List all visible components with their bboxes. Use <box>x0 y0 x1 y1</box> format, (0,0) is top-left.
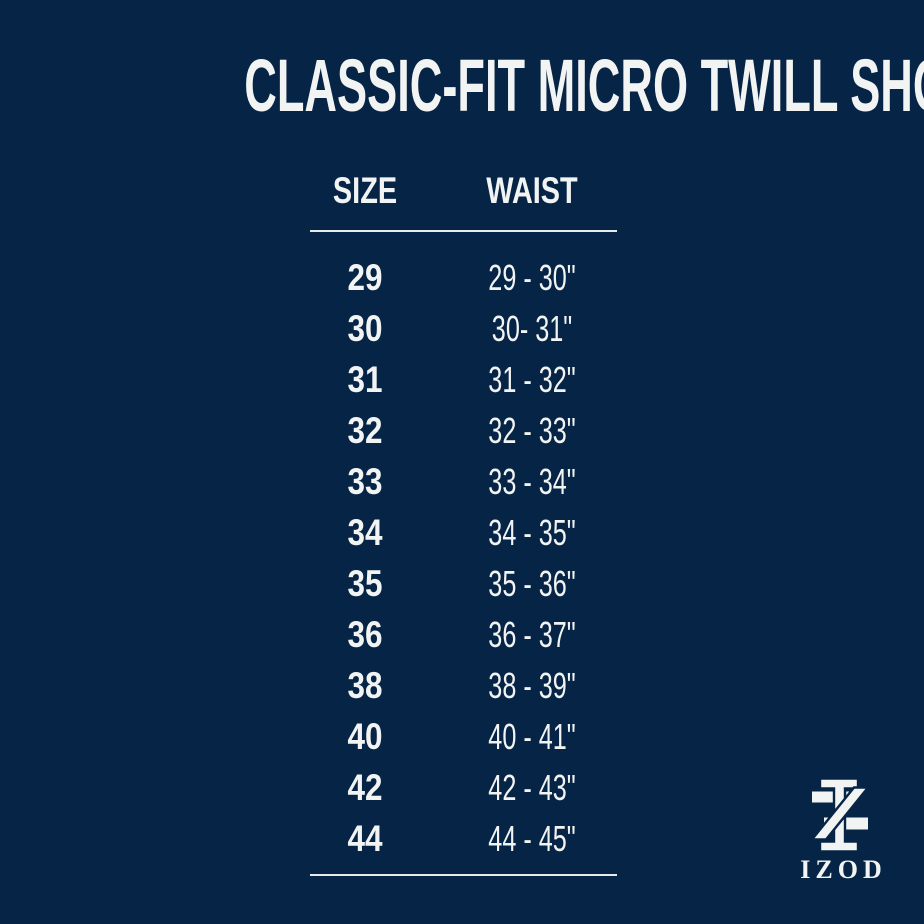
size-value: 42 <box>347 767 383 808</box>
waist-value: 34 - 35" <box>488 512 576 553</box>
waist-value: 32 - 33" <box>488 410 576 451</box>
table-row: 36 36 - 37" <box>310 609 617 660</box>
table-row: 34 34 - 35" <box>310 507 617 558</box>
page-title-row: CLASSIC-FIT MICRO TWILL SHORT <box>0 49 924 123</box>
size-value: 40 <box>347 716 383 757</box>
waist-value: 44 - 45" <box>488 818 576 859</box>
size-value: 34 <box>347 512 383 553</box>
table-row: 42 42 - 43" <box>310 762 617 813</box>
column-header-size: SIZE <box>332 170 398 211</box>
size-value: 29 <box>347 257 383 298</box>
table-row: 31 31 - 32" <box>310 354 617 405</box>
waist-value: 30- 31" <box>491 308 573 349</box>
size-table-header: SIZE WAIST <box>310 165 617 216</box>
size-value: 35 <box>347 563 383 604</box>
waist-value: 31 - 32" <box>488 359 576 400</box>
size-table-body: 29 29 - 30" 30 30- 31" 31 31 - 32" 32 32… <box>310 252 617 864</box>
waist-value: 29 - 30" <box>488 257 576 298</box>
table-row: 38 38 - 39" <box>310 660 617 711</box>
table-row: 30 30- 31" <box>310 303 617 354</box>
size-value: 30 <box>347 308 383 349</box>
waist-value: 38 - 39" <box>488 665 576 706</box>
header-divider-line <box>310 230 617 232</box>
size-value: 33 <box>347 461 383 502</box>
table-row: 40 40 - 41" <box>310 711 617 762</box>
waist-value: 36 - 37" <box>488 614 576 655</box>
size-value: 44 <box>347 818 383 859</box>
page-title: CLASSIC-FIT MICRO TWILL SHORT <box>244 44 924 127</box>
size-value: 36 <box>347 614 383 655</box>
waist-value: 42 - 43" <box>488 767 576 808</box>
table-row: 32 32 - 33" <box>310 405 617 456</box>
size-value: 32 <box>347 410 383 451</box>
waist-value: 33 - 34" <box>488 461 576 502</box>
table-row: 35 35 - 36" <box>310 558 617 609</box>
size-value: 38 <box>347 665 383 706</box>
size-value: 31 <box>347 359 383 400</box>
table-row: 44 44 - 45" <box>310 813 617 864</box>
table-row: 29 29 - 30" <box>310 252 617 303</box>
table-row: 33 33 - 34" <box>310 456 617 507</box>
waist-value: 40 - 41" <box>488 716 576 757</box>
column-header-waist: WAIST <box>486 170 578 211</box>
table-bottom-divider-line <box>310 874 617 876</box>
izod-iz-monogram-icon <box>812 777 868 853</box>
izod-wordmark: IZOD <box>800 855 887 884</box>
waist-value: 35 - 36" <box>488 563 576 604</box>
